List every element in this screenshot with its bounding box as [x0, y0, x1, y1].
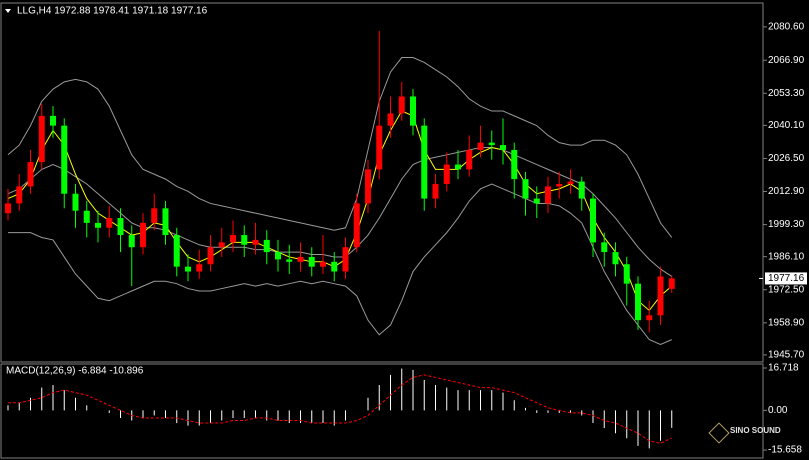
candle-body [61, 125, 68, 194]
macd-panel-frame [0, 363, 764, 459]
candle-body [432, 183, 439, 199]
candle-body [173, 235, 180, 267]
candle-body [646, 315, 653, 321]
candle-body [511, 149, 518, 180]
candle-body [230, 235, 236, 243]
candle-body [50, 115, 56, 126]
candle-body [500, 145, 506, 150]
candle-body [601, 242, 608, 253]
candle-body [117, 218, 124, 236]
candle-body [331, 261, 338, 272]
candle-body [466, 149, 473, 170]
y-tick-label: 2080.60 [768, 22, 805, 33]
y-tick-label: 1958.90 [768, 317, 805, 328]
candle-body [398, 96, 405, 114]
candle-body [668, 278, 675, 289]
logo-text: SINO SOUND [730, 426, 781, 435]
candle-body [297, 256, 304, 262]
candle-body [477, 142, 484, 150]
main-panel-frame [0, 2, 764, 363]
candle-body [488, 142, 495, 146]
candle-body [218, 242, 225, 248]
candle-body [578, 181, 585, 199]
y-tick-label: 2053.30 [768, 88, 805, 99]
candle-body [443, 164, 450, 184]
candle-body [38, 115, 45, 163]
y-tick-label: 2066.90 [768, 55, 805, 66]
candle-body [320, 261, 326, 267]
chart-title: LLG,H4 1972.88 1978.41 1971.18 1977.16 [17, 6, 208, 17]
candle-body [286, 259, 293, 262]
candle-body [410, 96, 416, 126]
candle-body [308, 256, 315, 267]
candle-body [263, 239, 270, 253]
candle-body [365, 169, 371, 204]
indicator-line [8, 183, 672, 346]
macd-title: MACD(12,26,9) -6.884 -10.896 [6, 366, 144, 377]
candle-body [612, 252, 619, 265]
candle-body [5, 203, 11, 214]
candle-body [95, 222, 101, 228]
y-tick-label: -15.658 [768, 445, 802, 456]
y-tick-label: 2012.90 [768, 186, 805, 197]
candle-body [16, 186, 23, 204]
candle-body [207, 247, 214, 265]
signal-line [8, 374, 672, 444]
candle-body [623, 264, 630, 284]
candle-body [241, 235, 248, 245]
candle-body [342, 247, 349, 272]
candle-body [376, 125, 383, 170]
indicator-line [7, 57, 673, 238]
candle-body [27, 162, 34, 187]
candle-body [140, 222, 146, 248]
y-tick-label: 1972.50 [768, 284, 805, 295]
logo-icon [708, 422, 730, 444]
candle-body [657, 276, 664, 316]
candle-body [83, 210, 90, 223]
candle-body [72, 193, 79, 211]
y-tick-label: 2040.10 [768, 120, 805, 131]
candle-body [545, 186, 551, 204]
candle-body [635, 283, 641, 321]
y-tick-label: 2026.50 [768, 153, 805, 164]
candle-body [421, 125, 428, 199]
candle-body [533, 198, 540, 204]
candle-body [162, 208, 169, 236]
indicator-line [7, 147, 673, 277]
candle-body [275, 252, 281, 260]
candle-body [590, 198, 596, 243]
y-tick-label: 1999.30 [768, 219, 805, 230]
y-tick-label: 1986.10 [768, 251, 805, 262]
y-tick-label: 16.718 [768, 363, 799, 374]
candle-body [455, 164, 461, 170]
candle-body [106, 218, 113, 228]
last-price-label: 1977.16 [768, 273, 805, 284]
y-tick-label: 0.00 [768, 405, 788, 416]
menu-icon [5, 9, 11, 13]
candle-body [387, 113, 394, 126]
candle-body [353, 203, 360, 248]
last-price-box [765, 272, 807, 285]
candle-body [522, 179, 529, 199]
candle-body [151, 208, 158, 223]
candle-body [185, 266, 191, 272]
candle-body [196, 264, 203, 272]
candle-body [252, 239, 259, 245]
y-tick-label: 1945.70 [768, 350, 805, 361]
candle-body [556, 183, 563, 187]
candle-body [567, 181, 574, 184]
candle-body [128, 235, 135, 248]
